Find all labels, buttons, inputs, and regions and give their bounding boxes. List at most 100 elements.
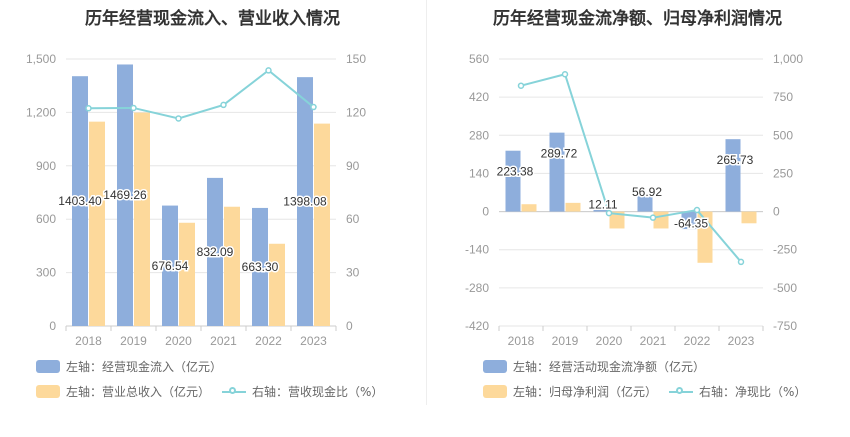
y-tick-label-left: 900 <box>36 159 56 173</box>
legend-item-net-operating-cash[interactable]: 左轴：经营活动现金流净额（亿元） <box>483 358 705 375</box>
y-tick-label-left: 0 <box>482 205 489 219</box>
legend-label: 左轴：经营活动现金流净额（亿元） <box>513 360 706 374</box>
bar-primary <box>297 77 313 327</box>
line-point <box>265 67 272 74</box>
legend-item-cash-ratio[interactable]: 右轴：营收现金比（%） <box>222 383 383 400</box>
line-point <box>130 104 137 112</box>
x-tick-label: 2018 <box>508 334 535 348</box>
y-tick-label-right: 1,000 <box>773 52 803 66</box>
line-point <box>310 103 317 111</box>
y-tick-label-left: -140 <box>465 243 489 257</box>
legend-label: 左轴：经营现金流入（亿元） <box>66 360 223 374</box>
x-tick-label: 2023 <box>300 334 327 348</box>
series-line <box>520 73 742 263</box>
y-tick-label-right: -750 <box>773 319 797 333</box>
bar-primary <box>117 64 133 327</box>
bar-secondary <box>314 123 330 326</box>
y-tick-label-right: 30 <box>346 266 360 280</box>
x-tick-label: 2019 <box>120 334 147 348</box>
x-tick-label: 2020 <box>165 334 192 348</box>
y-tick-label-right: 60 <box>346 212 360 226</box>
y-tick-label-right: 0 <box>346 319 353 333</box>
x-tick-label: 2021 <box>210 334 237 348</box>
chart-title: 历年经营现金流入、营业收入情况 <box>85 9 340 29</box>
bar-data-label: 289.72 <box>541 147 578 161</box>
line-point <box>220 101 227 109</box>
line-point <box>605 209 613 217</box>
chart-canvas: -420 -280 -140 0 140 280 420 560 -750 -500 -250 0 25… <box>465 52 803 348</box>
bar-secondary <box>565 202 581 212</box>
bar-primary <box>505 150 521 212</box>
x-tick-label: 2019 <box>552 334 579 348</box>
y-tick-label-right: 500 <box>773 128 793 142</box>
bar-data-label: -64.35 <box>674 217 708 231</box>
y-tick-label-left: -420 <box>465 319 489 333</box>
y-tick-label-left: 280 <box>469 128 489 142</box>
line-point <box>649 214 657 221</box>
bar-primary <box>681 211 697 230</box>
bar-secondary <box>741 211 757 224</box>
series-line <box>88 69 315 120</box>
line-point <box>175 115 182 122</box>
bar-secondary <box>134 112 150 326</box>
y-tick-label-left: 1,200 <box>26 105 56 119</box>
y-tick-label-right: 120 <box>346 105 366 119</box>
line-point <box>561 71 569 78</box>
line-point <box>85 105 92 112</box>
y-tick-label-left: 1,500 <box>26 52 56 66</box>
bar-secondary <box>179 222 195 326</box>
legend-swatch <box>36 360 60 373</box>
bar-primary <box>549 132 565 212</box>
y-tick-label-left: 300 <box>36 266 56 280</box>
y-tick-label-right: 0 <box>773 205 780 219</box>
bar-primary <box>207 177 223 326</box>
y-tick-label-right: -500 <box>773 281 797 295</box>
legend-line-marker <box>669 385 693 398</box>
bar-secondary <box>521 204 537 212</box>
line-point <box>693 206 701 214</box>
bar-secondary <box>224 206 240 326</box>
bar-data-label: 1403.40 <box>58 194 102 208</box>
y-tick-label-left: 600 <box>36 212 56 226</box>
chart-panel-cash-inflow: 历年经营现金流入、营业收入情况 0 300 600 900 1,200 1,500 0 30 6… <box>26 9 383 400</box>
x-tick-label: 2021 <box>640 334 667 348</box>
x-tick-label: 2022 <box>684 334 711 348</box>
legend-label: 右轴：营收现金比（%） <box>252 385 384 399</box>
bar-data-label: 223.38 <box>497 165 534 179</box>
bar-data-label: 832.09 <box>197 245 234 259</box>
legend-line-marker <box>222 385 246 398</box>
y-tick-label-right: 250 <box>773 166 793 180</box>
legend-label: 左轴：营业总收入（亿元） <box>66 385 211 399</box>
bar-data-label: 12.11 <box>588 197 617 211</box>
y-tick-label-left: 560 <box>469 52 489 66</box>
chart-title: 历年经营现金流净额、归母净利润情况 <box>493 9 782 29</box>
y-tick-label-right: -250 <box>773 243 797 257</box>
legend-swatch <box>483 385 507 398</box>
y-tick-label-left: 140 <box>469 166 489 180</box>
legend-item-cash-inflow[interactable]: 左轴：经营现金流入（亿元） <box>36 358 222 375</box>
y-tick-label-right: 750 <box>773 90 793 104</box>
y-tick-label-left: -280 <box>465 281 489 295</box>
bar-primary <box>637 196 653 212</box>
bar-data-label: 265.73 <box>717 153 754 167</box>
legend-item-net-cash-ratio[interactable]: 右轴：净现比（%） <box>669 383 806 400</box>
bar-secondary <box>269 243 285 326</box>
legend-item-revenue[interactable]: 左轴：营业总收入（亿元） <box>36 383 210 400</box>
y-tick-label-right: 90 <box>346 159 360 173</box>
legend-label: 右轴：净现比（%） <box>699 385 807 399</box>
legend-item-net-profit[interactable]: 左轴：归母净利润（亿元） <box>483 383 657 400</box>
y-tick-label-right: 150 <box>346 52 366 66</box>
panel-divider <box>426 0 427 405</box>
chart-panel-net-cash: 历年经营现金流净额、归母净利润情况 -420 -280 -140 0 140 280 420… <box>425 0 850 437</box>
bar-data-label: 676.54 <box>152 259 189 273</box>
bar-secondary <box>89 121 105 326</box>
bar-data-label: 663.30 <box>242 260 279 274</box>
bar-data-label: 56.92 <box>632 185 662 199</box>
legend-swatch <box>36 385 60 398</box>
bar-primary <box>593 208 609 212</box>
bar-secondary <box>653 211 669 229</box>
legend-swatch <box>483 360 507 373</box>
line-point <box>517 82 525 89</box>
bar-primary <box>162 205 178 326</box>
bar-data-label: 1398.08 <box>283 195 327 209</box>
